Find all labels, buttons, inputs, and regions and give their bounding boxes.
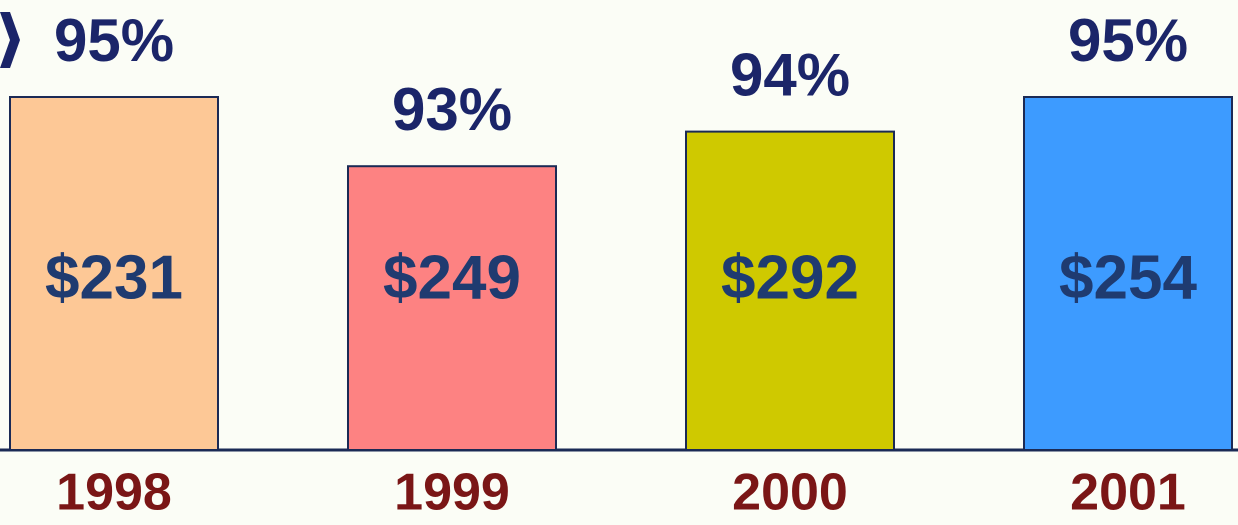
percent-label: 95% xyxy=(54,7,174,74)
percent-label: 94% xyxy=(730,41,850,108)
year-label: 2000 xyxy=(732,464,848,522)
amount-label: $231 xyxy=(45,243,183,312)
percent-label: 93% xyxy=(392,76,512,143)
page: {"chart_data": {"type": "bar", "categori… xyxy=(0,0,1238,525)
year-label: 1998 xyxy=(56,464,172,522)
percent-label: 95% xyxy=(1068,7,1188,74)
amount-label: $249 xyxy=(383,243,521,312)
amount-label: $254 xyxy=(1059,243,1197,312)
amount-label: $292 xyxy=(721,243,859,312)
year-label: 1999 xyxy=(394,464,510,522)
chart: 95% $231 1998 93% $249 1999 94% $292 2000 95% $254… xyxy=(0,0,1238,525)
year-label: 2001 xyxy=(1070,464,1186,522)
